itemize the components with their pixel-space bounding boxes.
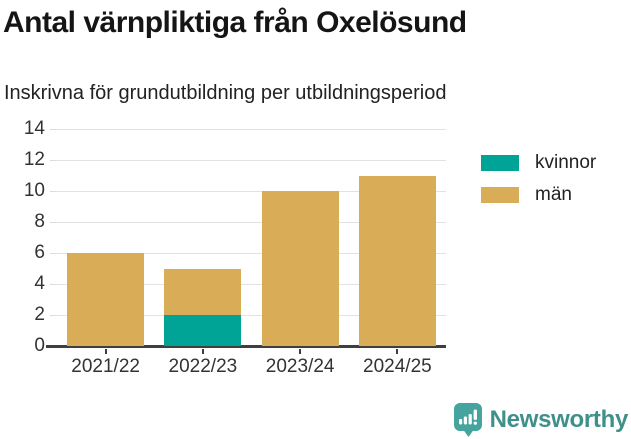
legend-label: kvinnor: [535, 152, 597, 173]
x-axis-tick-label: 2023/24: [265, 356, 335, 377]
y-axis-tick-label: 8: [34, 211, 45, 232]
bar-2022/23-män: [164, 268, 242, 315]
newsworthy-wordmark: Newsworthy: [489, 405, 629, 433]
y-axis-tick-label: 4: [34, 273, 45, 294]
y-axis-tick-label: 12: [23, 149, 45, 170]
x-axis-tick-label: 2022/23: [168, 356, 238, 377]
gridline: [57, 222, 446, 223]
x-axis-tick-label: 2024/25: [363, 356, 432, 377]
newsworthy-logo[interactable]: Newsworthy: [453, 402, 628, 437]
y-axis-tick: [50, 191, 57, 192]
legend-label: män: [535, 184, 572, 205]
gridline: [57, 129, 446, 130]
x-axis-tick: [104, 349, 107, 354]
legend: kvinnor män: [481, 152, 596, 216]
x-axis-line: [46, 345, 446, 348]
bar-2022/23-kvinnor: [164, 315, 242, 346]
y-axis-tick-label: 14: [23, 118, 45, 139]
plot-area: [46, 129, 446, 354]
legend-swatch-män: [481, 187, 519, 203]
gridline: [57, 160, 446, 161]
chart-subtitle: Inskrivna för grundutbildning per utbild…: [4, 82, 447, 104]
y-axis-tick-label: 2: [34, 304, 45, 325]
x-axis-tick: [201, 349, 204, 354]
chart-title: Antal värnpliktiga från Oxelösund: [3, 6, 467, 39]
y-axis-tick: [50, 253, 57, 254]
legend-item-män: män: [481, 184, 596, 206]
y-axis-tick: [50, 284, 57, 285]
gridline: [57, 315, 446, 316]
y-axis-tick-label: 0: [34, 335, 45, 356]
x-axis-tick-label: 2021/22: [71, 356, 140, 377]
bar-2024/25-män: [358, 175, 436, 346]
legend-item-kvinnor: kvinnor: [481, 152, 596, 174]
x-axis-tick: [396, 349, 399, 354]
bar-2021/22-män: [67, 253, 145, 346]
bar-2023/24-män: [261, 191, 339, 346]
x-axis-tick: [299, 349, 302, 354]
y-axis-tick-label: 6: [34, 242, 45, 263]
y-axis-labels: 0 2 4 6 8 10 12 14: [0, 119, 45, 356]
y-axis-tick: [50, 160, 57, 161]
gridline: [57, 284, 446, 285]
gridline: [57, 191, 446, 192]
legend-swatch-kvinnor: [481, 155, 519, 171]
gridline: [57, 253, 446, 254]
y-axis-tick: [50, 222, 57, 223]
newsworthy-logo-icon: [453, 403, 482, 437]
x-axis-labels: 2021/22 2022/23 2023/24 2024/25: [57, 356, 446, 378]
y-axis-tick: [50, 315, 57, 316]
y-axis-tick: [50, 129, 57, 130]
y-axis-tick-label: 10: [23, 180, 45, 201]
